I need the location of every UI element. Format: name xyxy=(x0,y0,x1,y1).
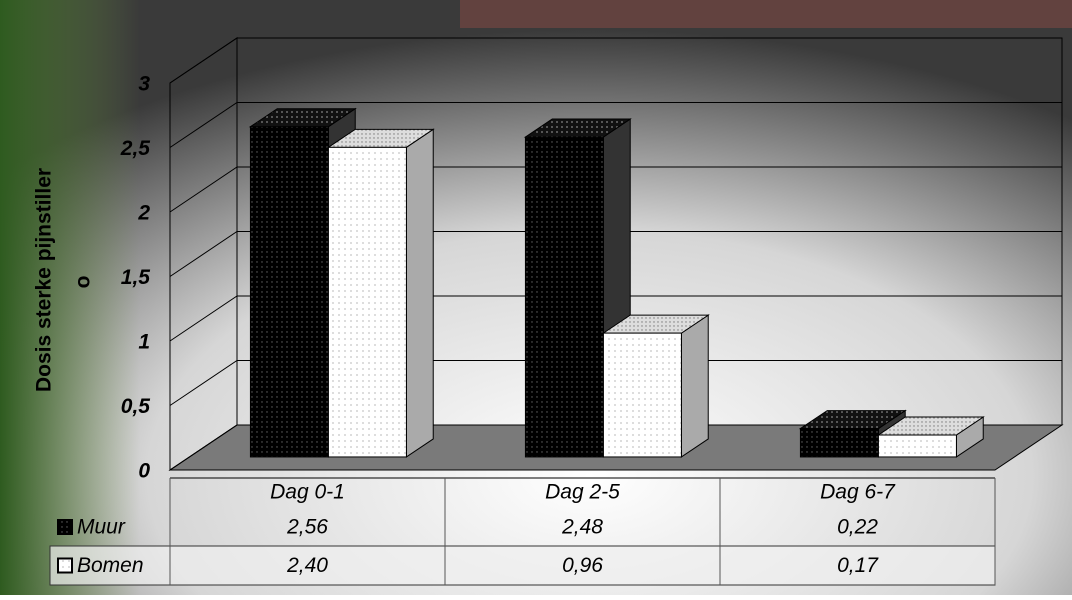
grid-line xyxy=(169,295,1062,342)
bar-front xyxy=(877,434,957,458)
background-foliage xyxy=(0,0,140,595)
bar-front xyxy=(249,126,329,458)
y-axis-label: Dosis sterke pijnstiller o xyxy=(33,168,95,392)
legend-key xyxy=(57,519,73,535)
bar xyxy=(326,128,435,458)
y-tick-label: 3 xyxy=(138,73,150,96)
x-tick-label: Dag 0-1 xyxy=(270,481,345,504)
grid-line xyxy=(169,102,1062,148)
bar-front xyxy=(327,146,407,458)
data-label: 2,48 xyxy=(561,516,603,539)
bar xyxy=(876,416,985,458)
y-tick-label: 1 xyxy=(138,331,150,354)
y-tick-label: 0,5 xyxy=(121,395,151,418)
y-tick-label: 1,5 xyxy=(121,266,151,289)
grid-line xyxy=(169,37,1062,84)
table-row-box xyxy=(49,545,996,586)
bar-front xyxy=(524,136,604,458)
data-label: 0,96 xyxy=(562,554,603,577)
y-axis-label-line: Dosis sterke pijnstiller xyxy=(33,168,56,392)
data-label: 0,22 xyxy=(837,516,878,539)
legend-label: Bomen xyxy=(77,554,144,577)
bar xyxy=(798,409,907,458)
bar xyxy=(601,314,710,458)
bar-side xyxy=(680,314,709,458)
bar-front xyxy=(799,428,879,458)
grid-line xyxy=(169,166,1062,213)
bar-side xyxy=(405,128,434,458)
bar xyxy=(523,118,632,458)
legend-key xyxy=(57,557,73,574)
bar-front xyxy=(602,332,682,458)
grid-line xyxy=(169,360,1062,406)
grid-line xyxy=(169,424,1062,471)
data-label: 2,40 xyxy=(286,554,328,577)
grid-line xyxy=(169,231,1062,277)
y-tick-label: 2 xyxy=(137,202,150,225)
x-tick-label: Dag 2-5 xyxy=(545,481,620,504)
background-brick xyxy=(460,0,1072,28)
y-tick-label: 0 xyxy=(138,460,150,483)
y-axis-label-line: o xyxy=(72,276,95,289)
y-tick-label: 2,5 xyxy=(120,137,151,160)
legend-label: Muur xyxy=(77,516,126,539)
data-label: 2,56 xyxy=(286,516,328,539)
x-tick-label: Dag 6-7 xyxy=(820,481,896,504)
data-label: 0,17 xyxy=(837,554,879,577)
